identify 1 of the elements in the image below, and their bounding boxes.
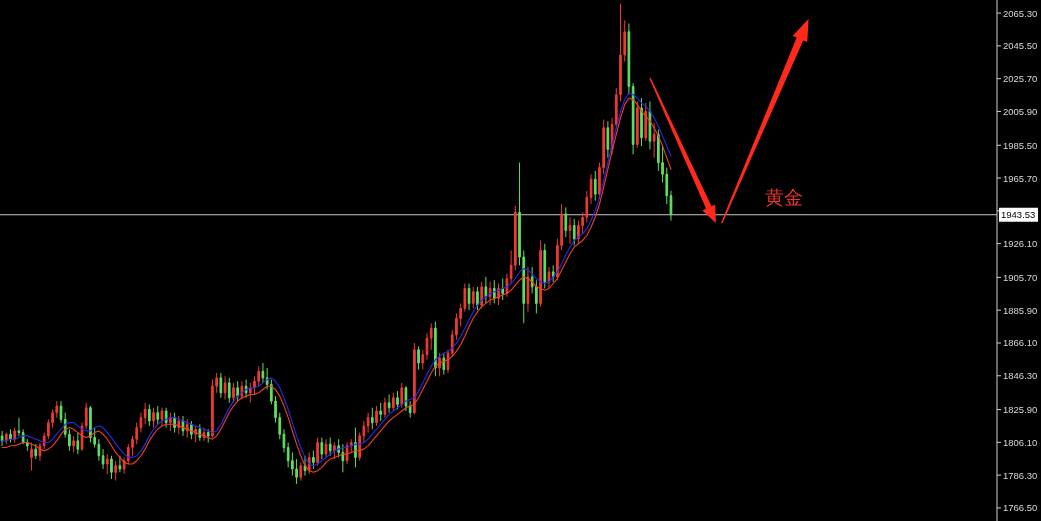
annotation: 黄金 (764, 185, 803, 208)
